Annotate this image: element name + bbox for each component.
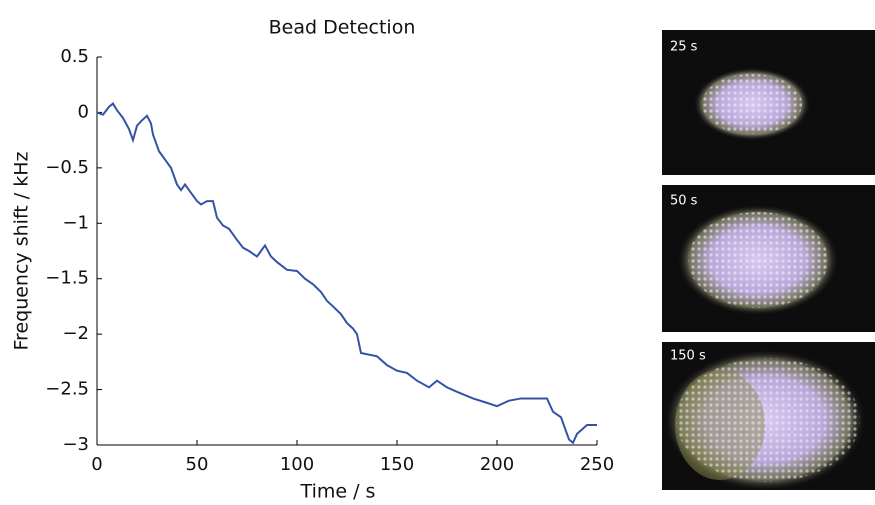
x-tick-label: 200 — [480, 454, 514, 475]
y-tick-label: 0.5 — [60, 46, 89, 67]
x-tick-label: 0 — [91, 454, 102, 475]
y-tick-label: −3 — [62, 434, 89, 455]
x-axis-label: Time / s — [300, 481, 376, 502]
chart-title: Bead Detection — [269, 17, 416, 39]
x-tick-label: 50 — [186, 454, 209, 475]
y-tick-label: −1 — [62, 212, 89, 233]
x-tick-label: 150 — [380, 454, 414, 475]
y-tick-label: 0 — [78, 101, 89, 122]
panel-label: 150 s — [670, 349, 706, 364]
data-line — [96, 102, 597, 445]
panel-3 — [662, 342, 875, 490]
panel-label: 25 s — [670, 40, 698, 55]
y-tick-label: −2 — [62, 323, 89, 344]
y-tick-label: −0.5 — [45, 157, 89, 178]
y-tick-label: −1.5 — [45, 268, 89, 289]
x-tick-label: 100 — [280, 454, 314, 475]
x-tick-label: 250 — [580, 454, 614, 475]
panel-2 — [662, 185, 875, 332]
y-tick-label: −2.5 — [45, 379, 89, 400]
panel-1 — [662, 30, 875, 175]
panel-label: 50 s — [670, 194, 698, 209]
y-axis-label: Frequency shift / kHz — [11, 151, 33, 350]
